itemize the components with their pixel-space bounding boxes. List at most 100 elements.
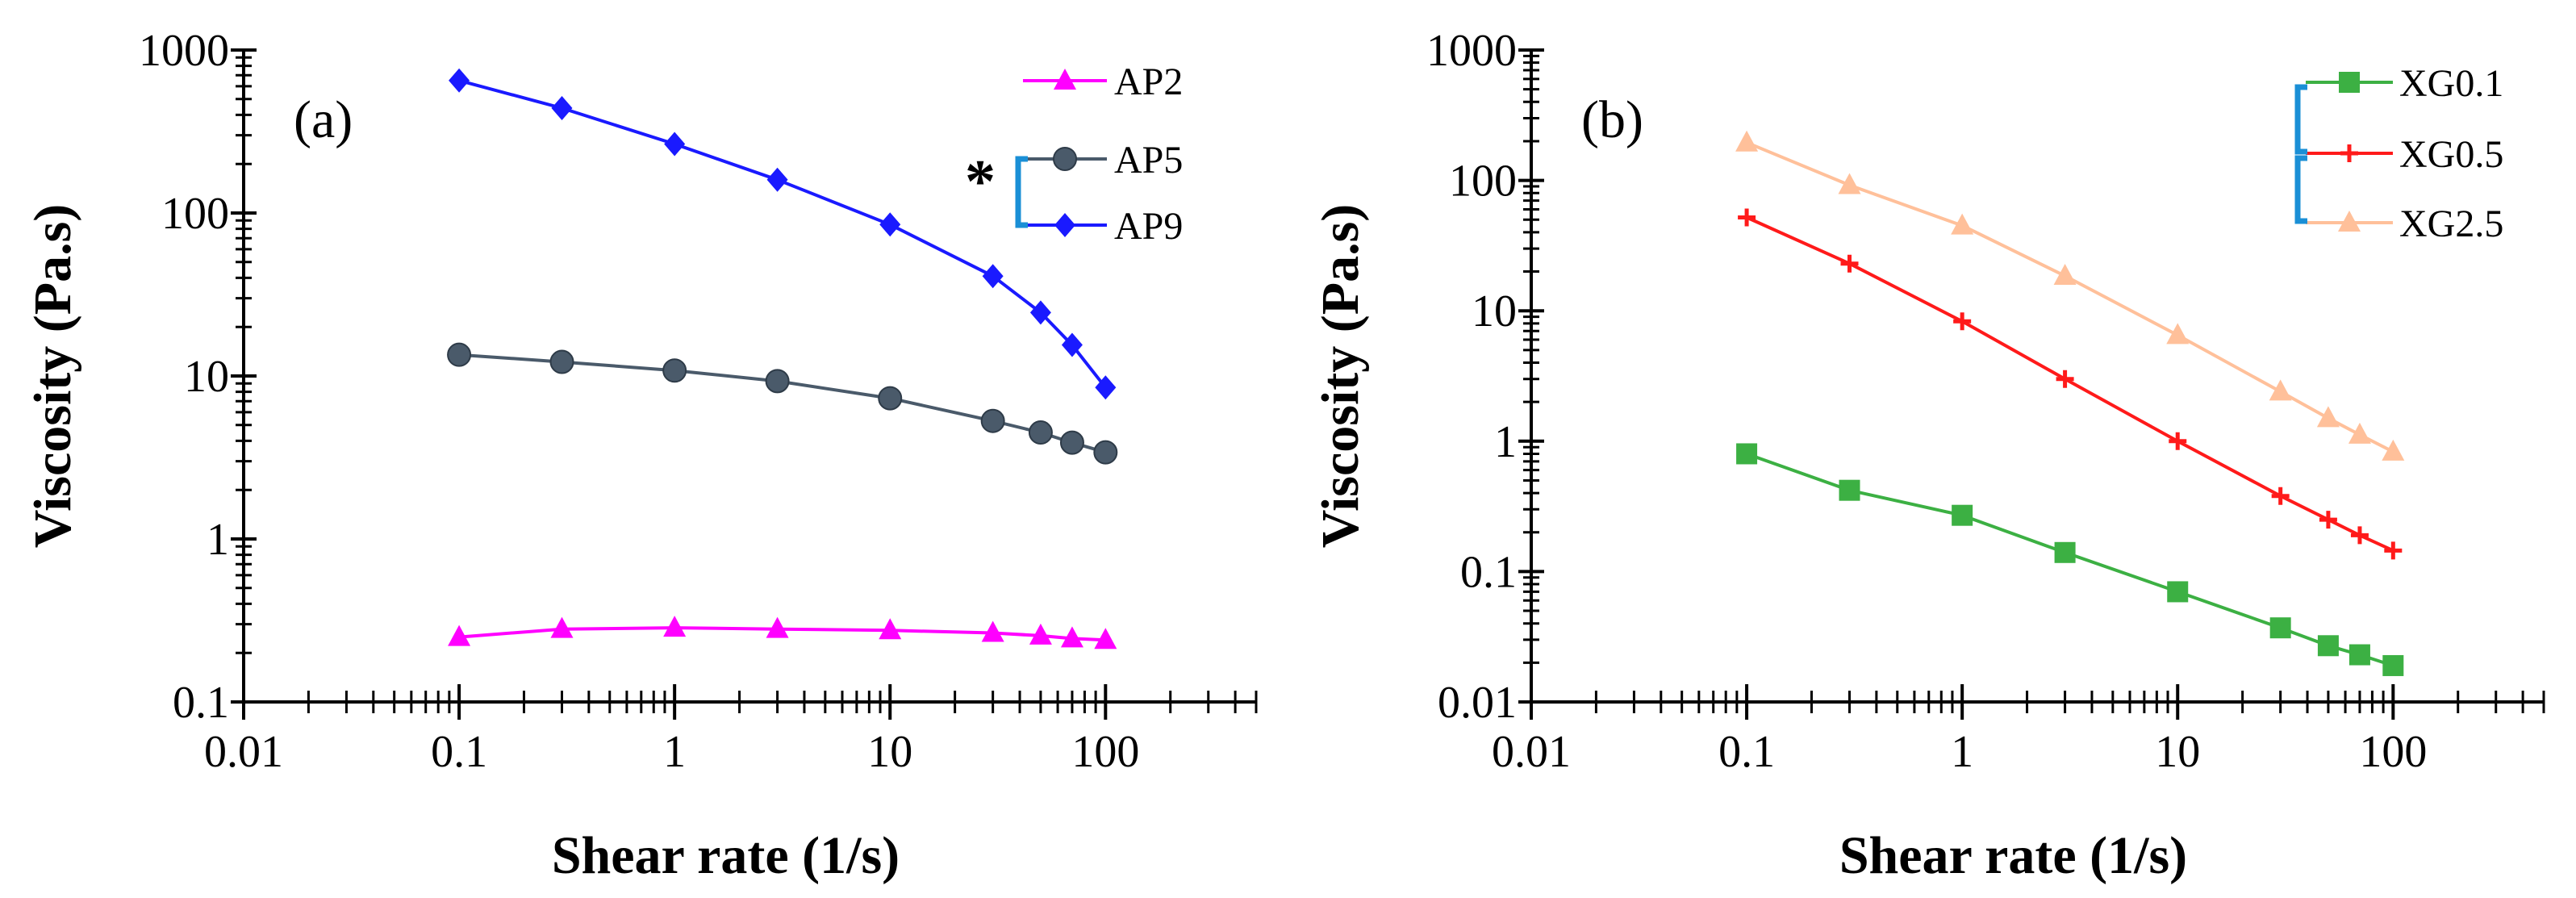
legend-label: XG0.5 xyxy=(2399,133,2503,176)
x-tick-label: 1 xyxy=(663,727,686,777)
x-tick-label: 0.01 xyxy=(204,727,283,777)
legend-marker xyxy=(1054,213,1075,237)
data-point xyxy=(980,408,1005,433)
y-tick-label: 1000 xyxy=(1426,26,1517,76)
data-point xyxy=(2384,541,2403,560)
legend-label: AP5 xyxy=(1114,139,1183,182)
data-point xyxy=(447,342,472,367)
data-point xyxy=(448,624,471,646)
y-tick-label: 1 xyxy=(207,515,229,565)
x-tick-label: 100 xyxy=(1071,727,1139,777)
legend-marker xyxy=(2338,211,2361,232)
data-point xyxy=(2167,581,2189,603)
data-point xyxy=(1953,312,1972,331)
data-point xyxy=(2319,511,2337,529)
data-point xyxy=(2056,370,2074,388)
data-point xyxy=(2348,644,2370,666)
y-tick-label: 1 xyxy=(1494,417,1517,467)
data-point xyxy=(981,620,1004,642)
panel-b-viscosity-chart: 0.01 0.1 1 10 100 0.01 0.1 1 10 100 1000 Shear rate… xyxy=(1311,26,2545,885)
data-point xyxy=(766,616,789,638)
data-point xyxy=(878,386,903,411)
data-point xyxy=(551,96,573,121)
legend-marker xyxy=(2340,144,2358,162)
data-point xyxy=(1029,300,1051,325)
data-point xyxy=(1838,173,1861,194)
data-point xyxy=(879,212,901,237)
data-point xyxy=(449,68,470,93)
y-tick-label: 0.1 xyxy=(1460,547,1517,597)
data-point xyxy=(2350,526,2369,545)
x-tick-label: 0.01 xyxy=(1492,727,1571,777)
data-point xyxy=(1840,254,1859,273)
panel-label: (a) xyxy=(294,90,353,149)
data-point xyxy=(2269,379,2292,401)
data-point xyxy=(663,616,687,637)
data-point xyxy=(2348,422,2371,444)
data-point xyxy=(982,264,1004,289)
y-tick-label: 1000 xyxy=(139,26,229,76)
x-tick-label: 10 xyxy=(867,727,912,777)
data-point xyxy=(1029,623,1052,645)
data-point xyxy=(1738,208,1756,227)
y-tick-label: 100 xyxy=(1449,157,1517,207)
y-axis-title: Viscosity (Pa.s) xyxy=(1311,204,1370,549)
data-point xyxy=(550,616,574,638)
data-point xyxy=(766,167,788,192)
data-point xyxy=(2054,541,2076,563)
data-point xyxy=(1839,479,1860,501)
data-point xyxy=(1094,628,1117,649)
data-point xyxy=(662,358,687,383)
data-point xyxy=(2271,487,2290,505)
y-axis-title: Viscosity (Pa.s) xyxy=(23,204,82,549)
data-point xyxy=(1951,213,1974,235)
y-tick-label: 10 xyxy=(1472,286,1517,336)
data-point xyxy=(1028,420,1053,445)
legend-label: AP2 xyxy=(1114,61,1183,103)
legend-marker xyxy=(2339,72,2360,93)
data-point xyxy=(2169,432,2187,450)
data-point xyxy=(2316,406,2340,428)
y-tick-label: 100 xyxy=(161,189,229,239)
data-point xyxy=(1059,430,1084,455)
x-axis-title: Shear rate (1/s) xyxy=(552,826,900,885)
data-point xyxy=(1093,440,1118,465)
data-point xyxy=(2382,654,2404,676)
data-point xyxy=(2317,635,2339,657)
significance-bracket xyxy=(2294,84,2307,155)
legend-label: XG0.1 xyxy=(2399,62,2503,105)
x-tick-label: 1 xyxy=(1951,727,1973,777)
legend-marker xyxy=(1053,147,1077,171)
data-point xyxy=(879,618,902,640)
data-point xyxy=(1952,504,1973,526)
data-point xyxy=(2269,617,2291,639)
data-point xyxy=(2166,323,2190,345)
significance-asterisk: * xyxy=(965,148,996,215)
y-tick-label: 0.1 xyxy=(173,678,229,728)
legend-label: AP9 xyxy=(1114,205,1183,248)
data-point xyxy=(549,349,574,374)
data-point xyxy=(1095,375,1117,400)
data-point xyxy=(664,132,686,157)
legend-label: XG2.5 xyxy=(2399,203,2503,245)
legend-marker xyxy=(1054,69,1076,90)
data-point xyxy=(1061,332,1083,357)
x-tick-label: 10 xyxy=(2155,727,2200,777)
x-tick-label: 100 xyxy=(2359,727,2427,777)
significance-bracket xyxy=(1015,156,1028,228)
data-point xyxy=(765,369,790,394)
data-point xyxy=(1736,443,1758,465)
x-axis-title: Shear rate (1/s) xyxy=(1839,826,2187,885)
x-tick-label: 0.1 xyxy=(431,727,487,777)
data-point xyxy=(2053,264,2077,286)
panel-label: (b) xyxy=(1581,90,1643,149)
data-point xyxy=(1735,130,1759,152)
series-line-ap9 xyxy=(458,78,1107,389)
significance-bracket xyxy=(2294,155,2307,224)
data-point xyxy=(1060,626,1083,648)
y-tick-label: 10 xyxy=(184,352,229,402)
data-point xyxy=(2382,439,2405,461)
y-tick-label: 0.01 xyxy=(1438,678,1517,728)
